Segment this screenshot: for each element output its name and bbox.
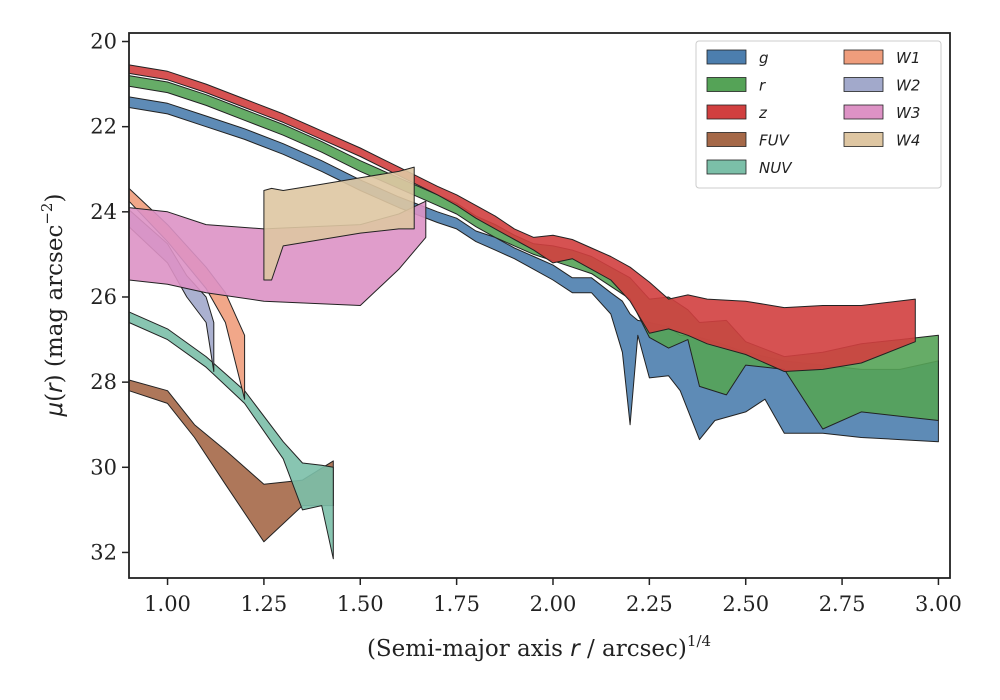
y-tick-label: 28	[90, 370, 117, 394]
x-axis: 1.00 1.25 1.50 1.75 2.00 2.25 2.50 2.75 3.00	[144, 578, 962, 616]
legend-label-g: g	[759, 49, 769, 67]
legend-label-w3: W3	[896, 104, 920, 122]
legend-label-nuv: NUV	[759, 159, 793, 177]
y-tick-label: 24	[90, 200, 117, 224]
y-tick-label: 32	[90, 540, 117, 564]
x-tick-label: 2.00	[530, 592, 577, 616]
legend: grz FUV NUV W1 W2 W3 W4	[695, 40, 942, 189]
legend-swatch-w1	[843, 49, 884, 65]
x-tick-label: 1.00	[144, 592, 191, 616]
legend-label-w1: W1	[896, 49, 920, 67]
legend-swatch-z	[706, 104, 747, 120]
legend-swatch-g	[706, 49, 747, 65]
band-z	[128, 64, 916, 372]
y-axis-label: μ(r) (mag arcsec−2)	[38, 194, 68, 418]
legend-label-r: r	[759, 77, 766, 95]
x-tick-label: 1.75	[433, 592, 480, 616]
y-tick-label: 20	[90, 30, 117, 54]
x-tick-label: 3.00	[915, 592, 962, 616]
legend-swatch-r	[706, 77, 747, 92]
plot-frame	[128, 32, 951, 579]
legend-swatch-w2	[843, 77, 884, 92]
legend-label-w2: W2	[896, 77, 920, 95]
x-tick-label: 1.50	[337, 592, 384, 616]
x-tick-label: 2.25	[626, 592, 673, 616]
legend-label-z: z	[758, 104, 768, 122]
x-tick-label: 1.25	[241, 592, 288, 616]
legend-swatch-w3	[843, 104, 884, 120]
x-axis-label: (Semi-major axis r / arcsec)1/4	[367, 632, 711, 662]
legend-swatch-fuv	[706, 132, 747, 147]
band-nuv	[128, 311, 334, 560]
legend-label-w4: W4	[896, 132, 920, 150]
y-tick-label: 26	[90, 285, 117, 309]
x-tick-label: 2.75	[819, 592, 866, 616]
series-layer	[128, 64, 939, 560]
y-axis: 20 22 24 26 28 30 32	[90, 30, 129, 564]
y-tick-label: 30	[90, 455, 117, 479]
legend-label-fuv: FUV	[759, 132, 791, 150]
legend-swatch-nuv	[706, 159, 747, 175]
y-tick-label: 22	[90, 115, 117, 139]
x-tick-label: 2.50	[722, 592, 769, 616]
legend-swatch-w4	[843, 132, 884, 147]
band-w4	[263, 166, 415, 281]
